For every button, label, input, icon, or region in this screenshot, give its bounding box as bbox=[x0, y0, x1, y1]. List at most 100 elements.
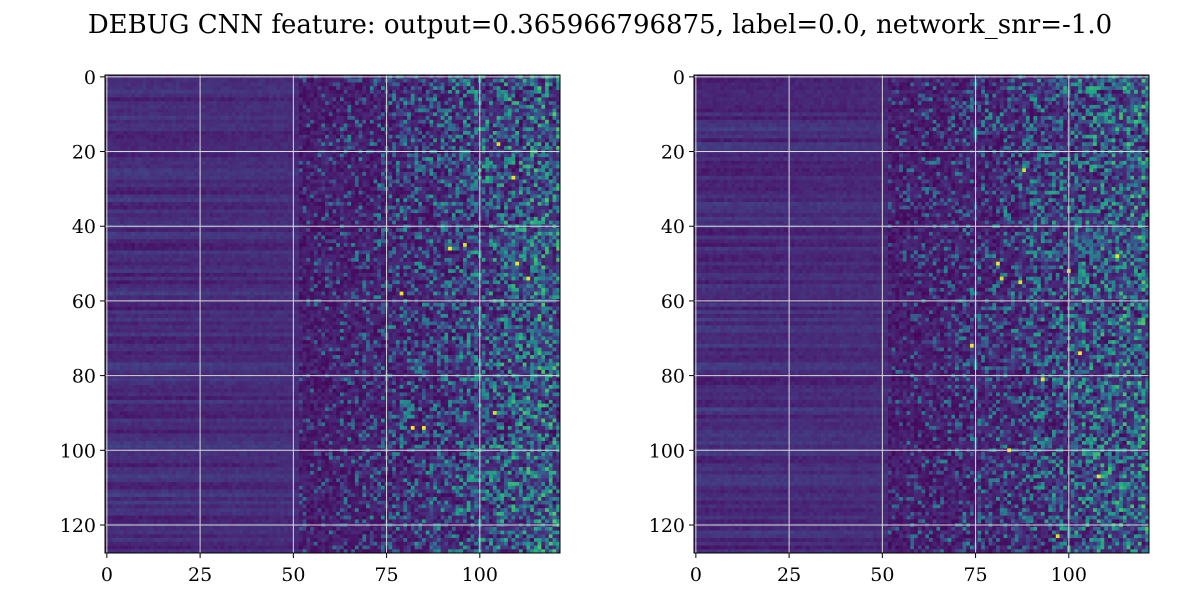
heatmap-cell bbox=[112, 183, 117, 188]
heatmap-cell bbox=[183, 213, 188, 218]
heatmap-cell bbox=[451, 97, 456, 102]
heatmap-cell bbox=[429, 112, 434, 117]
heatmap-cell bbox=[504, 123, 509, 128]
heatmap-cell bbox=[153, 119, 158, 124]
heatmap-cell bbox=[526, 220, 531, 225]
heatmap-cell bbox=[358, 187, 363, 192]
heatmap-cell bbox=[515, 108, 520, 113]
heatmap-cell bbox=[481, 160, 486, 165]
heatmap-cell bbox=[541, 160, 546, 165]
heatmap-cell bbox=[369, 97, 374, 102]
heatmap-cell bbox=[250, 157, 255, 162]
heatmap-cell bbox=[418, 157, 423, 162]
heatmap-cell bbox=[354, 175, 359, 180]
heatmap-cell bbox=[269, 183, 274, 188]
heatmap-cell bbox=[463, 134, 468, 139]
heatmap-cell bbox=[190, 172, 195, 177]
heatmap-cell bbox=[545, 216, 550, 221]
heatmap-cell bbox=[399, 104, 404, 109]
heatmap-cell bbox=[246, 168, 251, 173]
heatmap-cell bbox=[433, 138, 438, 143]
heatmap-cell bbox=[362, 101, 367, 106]
heatmap-cell bbox=[317, 101, 322, 106]
heatmap-cell bbox=[474, 93, 479, 98]
heatmap-cell bbox=[410, 89, 415, 95]
heatmap-cell bbox=[436, 119, 442, 124]
heatmap-cell bbox=[201, 131, 207, 136]
heatmap-cell bbox=[246, 187, 251, 192]
heatmap-cell bbox=[306, 172, 311, 177]
heatmap-cell bbox=[500, 172, 505, 177]
heatmap-cell bbox=[235, 153, 240, 158]
heatmap-cell bbox=[511, 89, 516, 95]
heatmap-cell bbox=[451, 116, 456, 121]
heatmap-cell bbox=[235, 78, 240, 83]
heatmap-cell bbox=[392, 82, 397, 87]
heatmap-cell bbox=[287, 119, 292, 124]
heatmap-cell bbox=[168, 198, 173, 203]
heatmap-cell bbox=[548, 127, 553, 132]
heatmap-cell bbox=[481, 93, 486, 98]
heatmap-cell bbox=[153, 213, 158, 218]
heatmap-cell bbox=[112, 101, 117, 106]
heatmap-cell bbox=[545, 119, 550, 124]
heatmap-cell bbox=[242, 134, 248, 139]
heatmap-cell bbox=[388, 175, 393, 180]
heatmap-cell bbox=[354, 123, 359, 128]
heatmap-cell bbox=[425, 119, 430, 124]
heatmap-cell bbox=[444, 123, 449, 128]
heatmap-cell bbox=[418, 127, 423, 132]
heatmap-cell bbox=[533, 93, 538, 98]
heatmap-cell bbox=[187, 164, 192, 169]
heatmap-cell bbox=[481, 153, 486, 158]
heatmap-cell bbox=[369, 86, 374, 91]
heatmap-cell bbox=[313, 82, 318, 87]
heatmap-cell bbox=[369, 160, 374, 165]
heatmap-cell bbox=[448, 82, 453, 87]
heatmap-cell bbox=[160, 112, 166, 117]
heatmap-cell bbox=[153, 183, 158, 188]
heatmap-cell bbox=[518, 220, 524, 225]
heatmap-cell bbox=[190, 97, 195, 102]
heatmap-cell bbox=[272, 138, 277, 143]
heatmap-cell bbox=[149, 175, 154, 180]
heatmap-cell bbox=[179, 220, 184, 225]
heatmap-cell bbox=[239, 123, 244, 128]
heatmap-cell bbox=[440, 160, 445, 165]
heatmap-cell bbox=[474, 108, 479, 113]
heatmap-cell bbox=[489, 220, 494, 225]
heatmap-cell bbox=[507, 138, 512, 143]
heatmap-cell bbox=[556, 123, 561, 128]
heatmap-cell bbox=[190, 82, 195, 87]
heatmap-cell bbox=[134, 112, 139, 117]
heatmap-cell bbox=[310, 187, 315, 192]
heatmap-cell bbox=[537, 198, 542, 203]
heatmap-cell bbox=[134, 123, 139, 128]
heatmap-cell bbox=[358, 183, 363, 188]
heatmap-cell bbox=[489, 183, 494, 188]
heatmap-cell bbox=[187, 175, 192, 180]
heatmap-cell bbox=[530, 134, 535, 139]
heatmap-cell bbox=[354, 183, 359, 188]
heatmap-cell bbox=[518, 198, 524, 203]
heatmap-cell bbox=[250, 138, 255, 143]
heatmap-cell bbox=[470, 86, 475, 91]
heatmap-cell bbox=[336, 112, 341, 117]
heatmap-cell bbox=[444, 172, 449, 177]
heatmap-cell bbox=[254, 164, 259, 169]
heatmap-cell bbox=[362, 220, 367, 225]
heatmap-cell bbox=[380, 209, 386, 214]
heatmap-cell bbox=[466, 205, 471, 210]
heatmap-cell bbox=[332, 108, 337, 113]
heatmap-cell bbox=[295, 201, 300, 207]
heatmap-cell bbox=[336, 108, 341, 113]
heatmap-cell bbox=[220, 201, 225, 207]
heatmap-cell bbox=[470, 93, 475, 98]
heatmap-cell bbox=[485, 187, 490, 192]
heatmap-cell bbox=[440, 78, 445, 83]
heatmap-cell bbox=[295, 86, 300, 91]
heatmap-cell bbox=[287, 213, 292, 218]
heatmap-cell bbox=[194, 104, 199, 109]
heatmap-cell bbox=[160, 183, 166, 188]
heatmap-cell bbox=[119, 93, 124, 98]
